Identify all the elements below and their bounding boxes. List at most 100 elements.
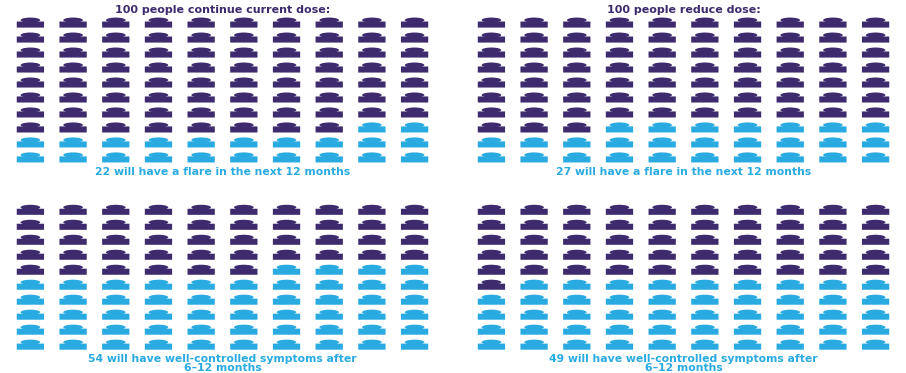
FancyBboxPatch shape <box>691 269 718 275</box>
FancyBboxPatch shape <box>60 66 87 73</box>
FancyBboxPatch shape <box>401 344 429 350</box>
FancyBboxPatch shape <box>776 81 804 88</box>
FancyBboxPatch shape <box>145 51 172 57</box>
Ellipse shape <box>320 265 339 270</box>
Ellipse shape <box>567 280 586 285</box>
Ellipse shape <box>63 93 82 98</box>
FancyBboxPatch shape <box>188 209 215 215</box>
Ellipse shape <box>824 122 843 128</box>
FancyBboxPatch shape <box>60 329 87 335</box>
FancyBboxPatch shape <box>401 239 429 245</box>
Ellipse shape <box>525 153 544 157</box>
FancyBboxPatch shape <box>230 269 257 275</box>
Ellipse shape <box>149 220 169 225</box>
Ellipse shape <box>525 310 544 315</box>
FancyBboxPatch shape <box>520 126 548 132</box>
Ellipse shape <box>525 340 544 345</box>
FancyBboxPatch shape <box>273 284 300 290</box>
Ellipse shape <box>362 310 381 315</box>
FancyBboxPatch shape <box>691 81 718 88</box>
FancyBboxPatch shape <box>401 141 429 147</box>
FancyBboxPatch shape <box>734 284 761 290</box>
FancyBboxPatch shape <box>520 156 548 163</box>
Ellipse shape <box>276 122 296 128</box>
FancyBboxPatch shape <box>60 284 87 290</box>
Ellipse shape <box>21 340 40 345</box>
FancyBboxPatch shape <box>477 112 505 117</box>
Ellipse shape <box>362 340 381 345</box>
Ellipse shape <box>21 32 40 38</box>
Ellipse shape <box>780 325 800 330</box>
Ellipse shape <box>191 47 211 53</box>
FancyBboxPatch shape <box>358 141 386 147</box>
FancyBboxPatch shape <box>230 209 257 215</box>
FancyBboxPatch shape <box>60 156 87 163</box>
FancyBboxPatch shape <box>145 284 172 290</box>
FancyBboxPatch shape <box>691 112 718 117</box>
FancyBboxPatch shape <box>315 299 342 305</box>
FancyBboxPatch shape <box>564 112 591 117</box>
Ellipse shape <box>21 325 40 330</box>
FancyBboxPatch shape <box>649 97 676 103</box>
FancyBboxPatch shape <box>16 126 44 132</box>
Ellipse shape <box>149 153 169 157</box>
Ellipse shape <box>567 220 586 225</box>
Text: 100 people reduce dose:: 100 people reduce dose: <box>607 5 760 15</box>
FancyBboxPatch shape <box>606 37 633 43</box>
Ellipse shape <box>149 295 169 300</box>
Ellipse shape <box>866 137 885 142</box>
Ellipse shape <box>780 295 800 300</box>
FancyBboxPatch shape <box>862 141 890 147</box>
Ellipse shape <box>695 220 715 225</box>
FancyBboxPatch shape <box>16 299 44 305</box>
Ellipse shape <box>191 235 211 240</box>
Ellipse shape <box>405 250 424 255</box>
Ellipse shape <box>191 107 211 113</box>
FancyBboxPatch shape <box>520 97 548 103</box>
FancyBboxPatch shape <box>477 344 505 350</box>
FancyBboxPatch shape <box>145 269 172 275</box>
Ellipse shape <box>191 205 211 210</box>
FancyBboxPatch shape <box>564 81 591 88</box>
Ellipse shape <box>362 295 381 300</box>
Ellipse shape <box>63 47 82 53</box>
FancyBboxPatch shape <box>734 141 761 147</box>
FancyBboxPatch shape <box>606 97 633 103</box>
Ellipse shape <box>567 137 586 142</box>
FancyBboxPatch shape <box>691 284 718 290</box>
FancyBboxPatch shape <box>776 239 804 245</box>
Ellipse shape <box>824 325 843 330</box>
Ellipse shape <box>482 137 501 142</box>
Ellipse shape <box>21 265 40 270</box>
FancyBboxPatch shape <box>401 254 429 260</box>
Ellipse shape <box>652 47 672 53</box>
Ellipse shape <box>482 265 501 270</box>
FancyBboxPatch shape <box>606 269 633 275</box>
Text: 54 will have well-controlled symptoms after: 54 will have well-controlled symptoms af… <box>88 354 357 364</box>
Ellipse shape <box>567 205 586 210</box>
Ellipse shape <box>320 280 339 285</box>
Ellipse shape <box>149 340 169 345</box>
Ellipse shape <box>191 63 211 68</box>
FancyBboxPatch shape <box>649 254 676 260</box>
Text: 100 people continue current dose:: 100 people continue current dose: <box>115 5 330 15</box>
Ellipse shape <box>149 32 169 38</box>
FancyBboxPatch shape <box>862 156 890 163</box>
FancyBboxPatch shape <box>819 224 846 230</box>
Ellipse shape <box>567 122 586 128</box>
Ellipse shape <box>191 250 211 255</box>
Ellipse shape <box>525 18 544 23</box>
Ellipse shape <box>149 122 169 128</box>
Ellipse shape <box>780 235 800 240</box>
FancyBboxPatch shape <box>401 66 429 73</box>
Ellipse shape <box>63 32 82 38</box>
FancyBboxPatch shape <box>564 126 591 132</box>
FancyBboxPatch shape <box>16 81 44 88</box>
Ellipse shape <box>362 93 381 98</box>
FancyBboxPatch shape <box>16 51 44 57</box>
FancyBboxPatch shape <box>273 22 300 28</box>
Ellipse shape <box>695 325 715 330</box>
FancyBboxPatch shape <box>188 224 215 230</box>
FancyBboxPatch shape <box>819 329 846 335</box>
Ellipse shape <box>737 107 757 113</box>
